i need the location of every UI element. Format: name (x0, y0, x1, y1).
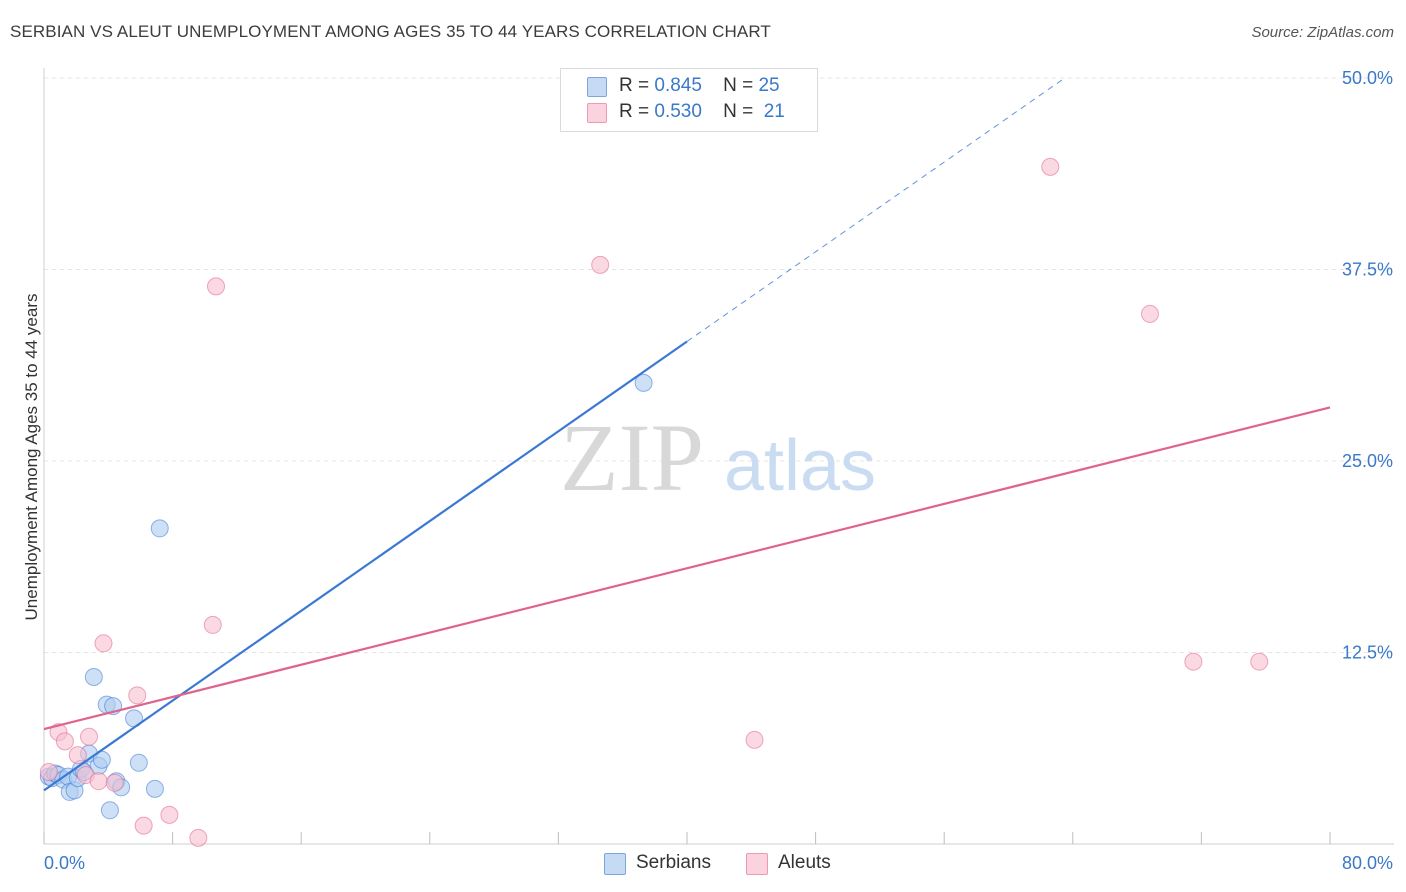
watermark: ZIP atlas (560, 404, 876, 511)
legend-r-label: R = (619, 75, 650, 96)
legend-r-label: R = (619, 101, 650, 122)
legend-n-value: 25 (758, 75, 780, 96)
point-serbians (100, 801, 119, 820)
legend-r-value: 0.530 (654, 101, 702, 122)
legend-n-value: 21 (763, 101, 785, 122)
point-aleuts (89, 772, 108, 791)
point-serbians (150, 519, 169, 538)
point-aleuts (39, 762, 58, 781)
point-aleuts (68, 746, 87, 765)
axes (43, 68, 1394, 845)
x-tick-label: 0.0% (44, 853, 85, 873)
point-serbians (145, 779, 164, 798)
trend-line-serbians (43, 340, 688, 792)
y-tick-label: 50.0% (1342, 68, 1393, 88)
point-aleuts (1184, 652, 1203, 671)
point-aleuts (591, 255, 610, 274)
point-aleuts (134, 816, 153, 835)
point-aleuts (1041, 157, 1060, 176)
points-layer (39, 157, 1269, 847)
source-label: Source: ZipAtlas.com (1251, 24, 1394, 41)
watermark-atlas: atlas (724, 426, 876, 506)
point-aleuts (55, 732, 74, 751)
trend-line-aleuts (43, 406, 1331, 731)
point-aleuts (745, 730, 764, 749)
tick-labels: 12.5% 25.0% 37.5% 50.0% 0.0% 80.0% (44, 68, 1393, 873)
legend-n-label: N = (723, 101, 754, 122)
bottom-legend-label-serbians: Serbians (636, 852, 711, 873)
correlation-legend: R = 0.845 N = 25 R = 0.530 N = 21 (560, 68, 818, 132)
point-aleuts (1250, 652, 1269, 671)
y-tick-label: 12.5% (1342, 643, 1393, 663)
point-serbians (634, 373, 653, 392)
watermark-zip: ZIP (560, 404, 704, 511)
point-aleuts (105, 773, 124, 792)
point-aleuts (203, 615, 222, 634)
point-aleuts (207, 277, 226, 296)
y-tick-label: 37.5% (1342, 260, 1393, 280)
bottom-legend-swatch-serbians (604, 853, 626, 875)
bottom-legend-label-aleuts: Aleuts (778, 852, 831, 873)
point-aleuts (94, 634, 113, 653)
legend-swatch-aleuts (587, 103, 607, 123)
legend-r-value: 0.845 (654, 75, 702, 96)
point-aleuts (160, 805, 179, 824)
grid (44, 77, 1394, 653)
point-serbians (129, 753, 148, 772)
chart-title: SERBIAN VS ALEUT UNEMPLOYMENT AMONG AGES… (10, 22, 771, 41)
y-tick-label: 25.0% (1342, 451, 1393, 471)
bottom-legend-swatch-aleuts (746, 853, 768, 875)
x-tick-label: 80.0% (1342, 853, 1393, 873)
point-aleuts (189, 828, 208, 847)
point-aleuts (1140, 304, 1159, 323)
point-aleuts (80, 727, 99, 746)
legend-n-label: N = (723, 75, 754, 96)
trend-lines (43, 77, 1331, 792)
y-axis-label: Unemployment Among Ages 35 to 44 years (22, 294, 41, 621)
point-aleuts (128, 686, 147, 705)
point-serbians (84, 668, 103, 687)
legend-swatch-serbians (587, 77, 607, 97)
